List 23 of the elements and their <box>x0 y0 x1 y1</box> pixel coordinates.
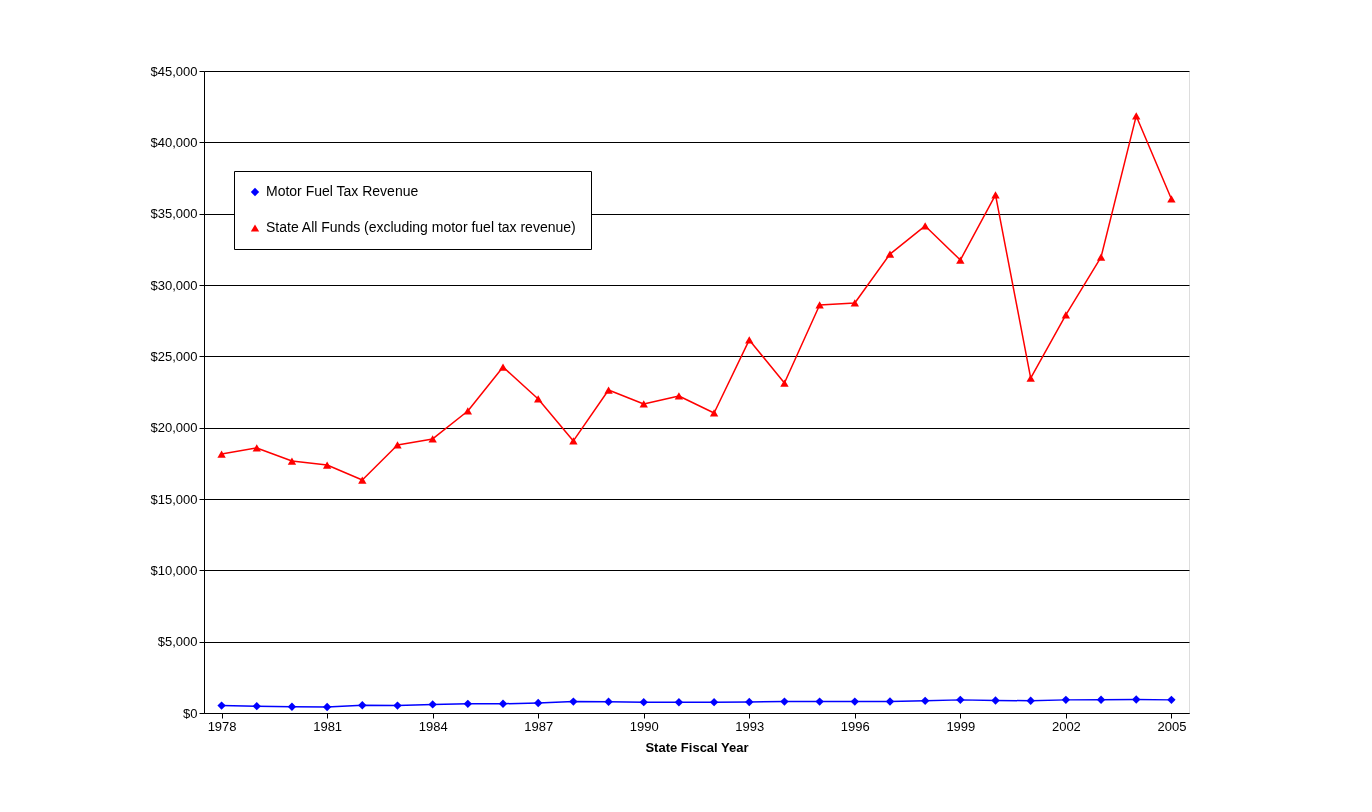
x-tick-label: 2005 <box>1157 718 1187 734</box>
x-tick-label: 1996 <box>840 718 870 734</box>
y-tick-label: $10,000 <box>150 562 198 578</box>
y-tick-label: $15,000 <box>150 491 198 507</box>
legend-label: State All Funds (excluding motor fuel tax revenue) <box>266 219 576 235</box>
y-tick-label: $40,000 <box>150 134 198 150</box>
x-tick-label: 1987 <box>524 718 554 734</box>
x-tick-label: 1999 <box>946 718 976 734</box>
x-tick-label: 1984 <box>418 718 448 734</box>
x-tick-label: 1981 <box>313 718 343 734</box>
x-tick-label: 1990 <box>629 718 659 734</box>
y-tick-label: $35,000 <box>150 206 198 222</box>
x-axis-title: State Fiscal Year <box>645 739 749 755</box>
x-tick-label: 2002 <box>1051 718 1081 734</box>
y-tick-label: $5,000 <box>157 634 198 650</box>
y-tick-label: $0 <box>183 705 198 721</box>
y-tick-label: $45,000 <box>150 63 198 79</box>
y-tick-label: $25,000 <box>150 348 198 364</box>
x-tick-label: 1993 <box>735 718 765 734</box>
x-tick-label: 1978 <box>207 718 237 734</box>
legend-label: Motor Fuel Tax Revenue <box>266 183 419 199</box>
y-tick-label: $20,000 <box>150 420 198 436</box>
y-tick-label: $30,000 <box>150 277 198 293</box>
